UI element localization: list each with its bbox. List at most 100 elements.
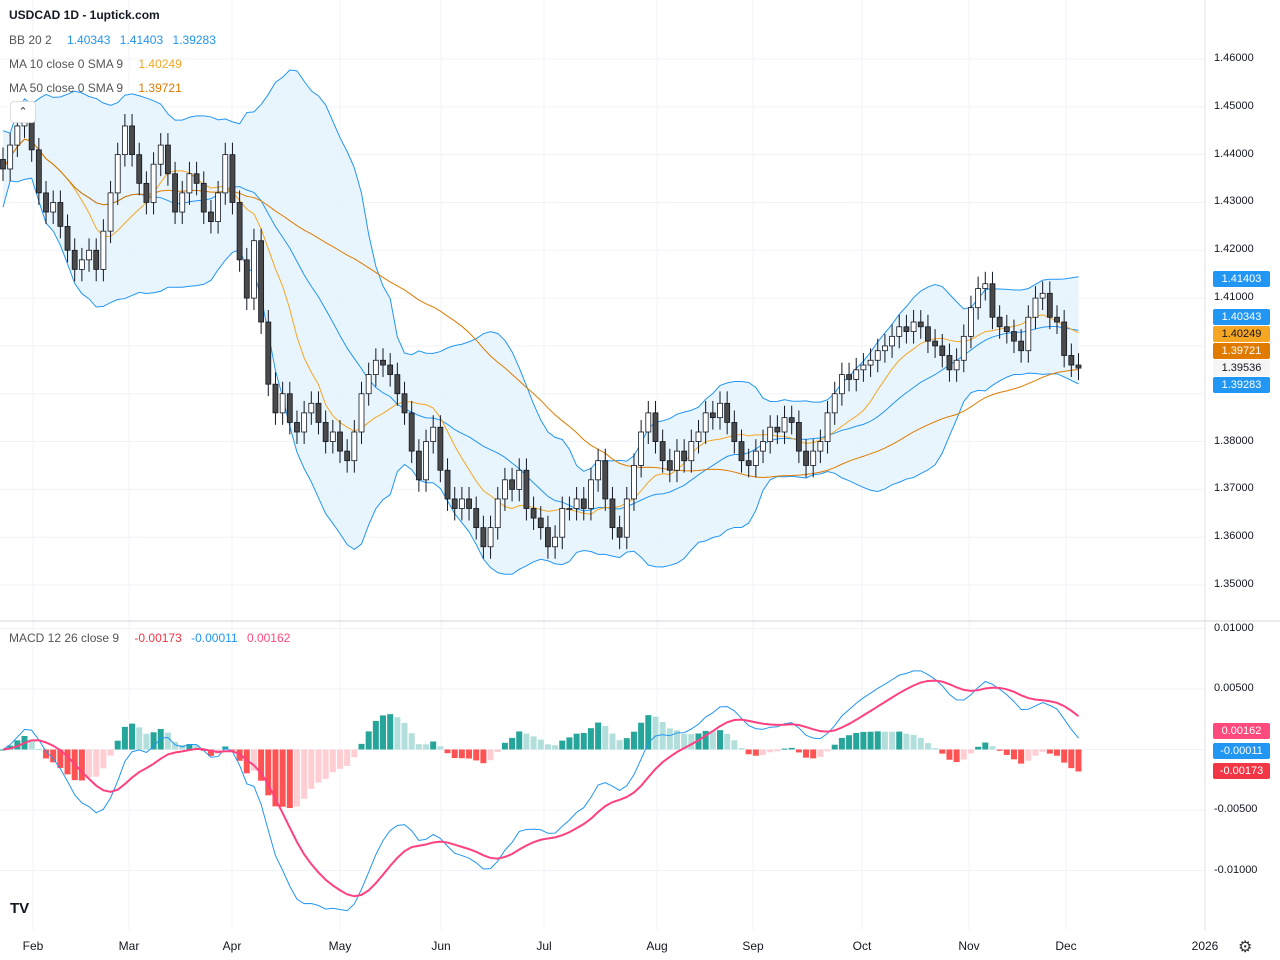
ma10-legend[interactable]: MA 10 close 0 SMA 9 1.40249 — [9, 57, 188, 71]
macd-histogram-bar — [1010, 749, 1017, 760]
macd-histogram-bar — [803, 749, 810, 758]
macd-legend[interactable]: MACD 12 26 close 9 -0.00173 -0.00011 0.0… — [9, 631, 296, 645]
macd-histogram-bar — [437, 746, 444, 750]
macd-histogram-bar — [673, 730, 680, 750]
candle-body — [552, 536, 558, 548]
candle-body — [351, 431, 358, 462]
candle-body — [616, 527, 623, 538]
bb-legend[interactable]: BB 20 2 1.40343 1.41403 1.39283 — [9, 33, 222, 47]
macd-tick-label: 0.00500 — [1214, 682, 1254, 694]
collapse-legend-button[interactable]: ⌃ — [10, 101, 36, 123]
macd-histogram-bar — [35, 749, 42, 751]
candle-body — [329, 431, 336, 442]
candle-body — [882, 345, 888, 352]
bb-lower-line — [2, 177, 1079, 575]
macd-histogram-bar — [14, 740, 21, 750]
price-tick-label: 1.41000 — [1214, 291, 1254, 304]
candle-body — [286, 393, 293, 423]
macd-histogram-bar — [193, 745, 200, 750]
gear-icon[interactable]: ⚙ — [1238, 939, 1253, 956]
candle-body — [853, 369, 860, 380]
candle-body — [838, 374, 845, 395]
macd-histogram-bar — [953, 749, 960, 763]
price-tick-label: 1.45000 — [1214, 99, 1254, 112]
candle-body — [932, 340, 938, 347]
macd-histogram-bar — [846, 735, 853, 750]
candle-body — [788, 417, 795, 423]
time-axis-label: Jun — [431, 939, 451, 953]
macd-histogram-bar — [638, 722, 645, 750]
candle-body — [975, 288, 982, 309]
macd-histogram-bar — [881, 731, 888, 750]
macd-histogram-bar — [157, 728, 164, 750]
macd-histogram-bar — [387, 714, 394, 750]
candle-body — [939, 345, 946, 356]
candle-body — [752, 450, 759, 466]
candle-body — [64, 225, 71, 251]
candle-body — [530, 508, 537, 519]
macd-histogram-bar — [702, 730, 709, 750]
macd-histogram-bar — [86, 749, 93, 778]
candle-body — [494, 498, 501, 529]
macd-signal-value: 0.00162 — [246, 631, 291, 645]
candle-body — [172, 173, 178, 213]
candle-body — [1075, 364, 1082, 369]
macd-histogram-bar — [917, 737, 924, 750]
price-tick-label: 1.36000 — [1214, 530, 1254, 543]
price-tick-label: 1.46000 — [1214, 52, 1254, 64]
macd-histogram-bar — [537, 739, 544, 750]
time-axis-label: Oct — [852, 939, 872, 953]
bb-fill — [3, 70, 1079, 575]
macd-histogram-value: -0.00173 — [134, 631, 182, 645]
macd-histogram-bar — [466, 749, 473, 759]
candle-body — [860, 364, 867, 371]
candle-body — [731, 422, 738, 442]
macd-histogram-bar — [250, 749, 257, 771]
ma50-legend[interactable]: MA 50 close 0 SMA 9 1.39721 — [9, 81, 188, 95]
macd-histogram-bar — [1053, 749, 1060, 756]
macd-histogram-bar — [645, 715, 652, 750]
candle-body — [315, 402, 322, 423]
candle-body — [430, 426, 437, 442]
candle-body — [681, 450, 688, 462]
macd-histogram-bar — [831, 744, 838, 750]
candle-body — [301, 412, 308, 433]
macd-histogram-bar — [1025, 749, 1032, 761]
macd-histogram-bar — [322, 749, 329, 779]
candle-body — [208, 211, 214, 222]
price-tag: 1.39536 — [1213, 360, 1270, 376]
candle-body — [946, 355, 953, 371]
macd-histogram-bar — [602, 726, 609, 750]
candle-body — [71, 249, 78, 270]
candle-body — [989, 283, 996, 318]
macd-signal-line — [2, 679, 1080, 898]
time-axis-label: Nov — [958, 939, 980, 953]
candle-body — [609, 498, 616, 529]
candle-body — [516, 469, 523, 490]
macd-histogram-bar — [451, 749, 458, 759]
macd-histogram-bar — [595, 722, 602, 750]
macd-histogram-bar — [136, 727, 143, 750]
tradingview-logo[interactable]: TV — [10, 900, 30, 917]
macd-histogram-bar — [946, 749, 953, 760]
macd-histogram-bar — [380, 715, 387, 750]
price-tag: 1.40249 — [1213, 326, 1270, 342]
candle-body — [294, 422, 300, 433]
macd-histogram-bar — [666, 728, 673, 750]
candle-body — [480, 527, 487, 548]
macd-tick-label: -0.01000 — [1214, 863, 1258, 876]
candle-body — [186, 173, 193, 194]
candle-body — [781, 417, 788, 433]
chevron-up-icon: ⌃ — [18, 106, 28, 118]
macd-histogram-bar — [1039, 749, 1046, 752]
candle-body — [903, 326, 910, 332]
macd-histogram-bar — [301, 749, 308, 799]
candle-body — [444, 469, 451, 500]
price-tick-label: 1.43000 — [1214, 195, 1254, 208]
bb-lower-value: 1.39283 — [172, 33, 216, 47]
candle-body — [659, 441, 666, 462]
price-tag: 1.40343 — [1213, 309, 1270, 325]
candle-body — [709, 412, 716, 419]
macd-histogram-bar — [243, 749, 250, 774]
